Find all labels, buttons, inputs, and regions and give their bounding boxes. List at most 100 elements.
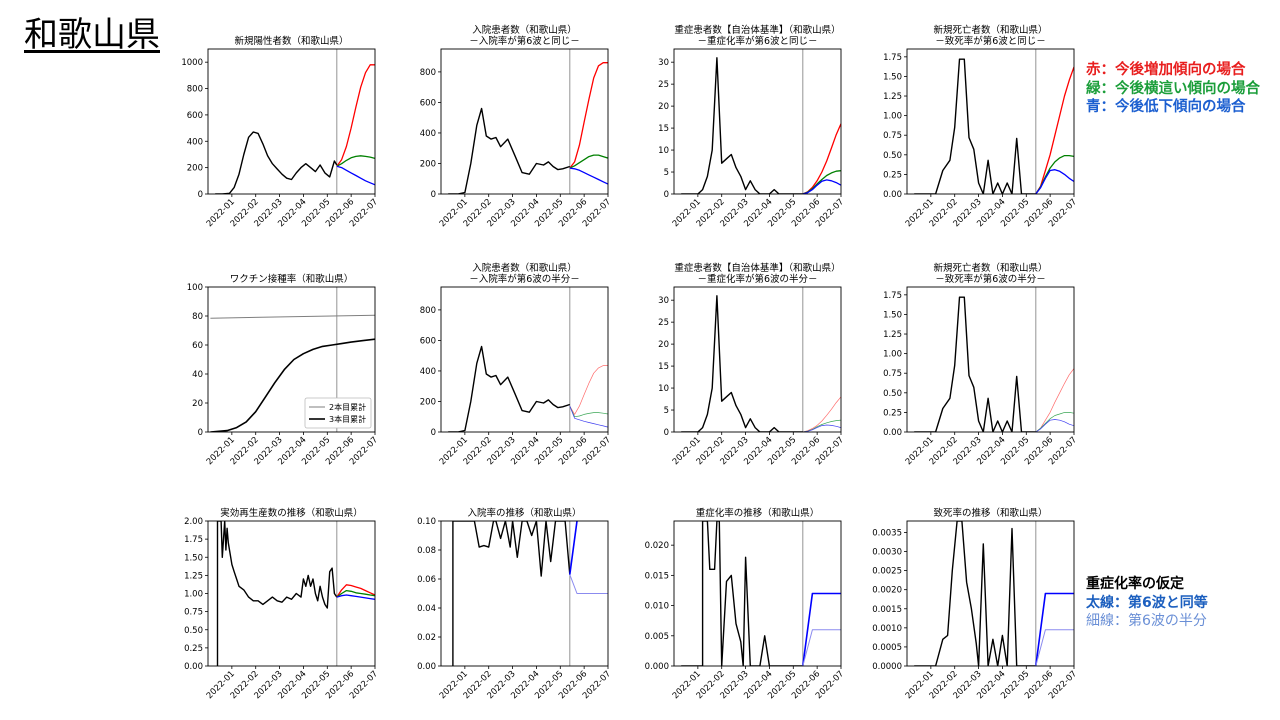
y-tick-label: 0.020 (645, 541, 669, 551)
y-tick-label: 1.25 (184, 571, 203, 581)
y-tick-label: 0.0010 (872, 624, 902, 634)
chart-panel-3: 重症患者数【自治体基準】（和歌山県）－重症化率が第6波と同じ－ 0 5 10 15 20 2… (658, 24, 846, 229)
chart-title: －致死率が第6波の半分－ (935, 273, 1046, 285)
y-tick-label: 0.000 (645, 662, 669, 672)
series-line-1 (215, 131, 338, 194)
series-line-2 (802, 396, 841, 432)
y-tick-label: 0.50 (184, 626, 203, 636)
y-tick-label: 0.00 (883, 190, 902, 200)
chart-panel-8: 新規死亡者数（和歌山県）－致死率が第6波の半分－ 0.00 0.25 0.50 0.75… (883, 262, 1079, 467)
y-tick-label: 0.06 (417, 575, 436, 585)
y-tick-label: 10 (658, 384, 669, 394)
series-line-3 (336, 155, 375, 167)
y-tick-label: 0.25 (883, 170, 902, 180)
y-tick-label: 0.75 (883, 131, 902, 141)
series-line-4 (569, 405, 608, 428)
y-tick-label: 2.00 (184, 517, 203, 527)
series-line-3 (1035, 154, 1074, 194)
y-tick-label: 0.10 (417, 517, 436, 527)
series-line-4 (1035, 169, 1074, 194)
y-tick-label: 30 (658, 296, 669, 306)
series-line-3 (1035, 412, 1074, 432)
legend-label: 3本目累計 (329, 414, 366, 424)
y-tick-label: 1.25 (883, 92, 902, 102)
y-tick-label: 1.50 (883, 72, 902, 82)
y-tick-label: 0.015 (645, 571, 669, 581)
chart-panel-1: 新規陽性者数（和歌山県）020040060080010002022-012022… (181, 35, 380, 229)
y-tick-label: 400 (420, 129, 436, 139)
series-line-1 (210, 314, 375, 319)
y-tick-label: 400 (420, 367, 436, 377)
series-line-4 (802, 179, 841, 194)
y-tick-label: 5 (664, 406, 669, 416)
chart-title: －重症化率が第6波の半分－ (697, 273, 817, 285)
series-line-1 (681, 295, 803, 432)
y-tick-label: 1.00 (883, 350, 902, 360)
y-tick-label: 1.75 (883, 53, 902, 63)
y-tick-label: 0.02 (417, 633, 436, 643)
series-line-3 (569, 154, 608, 169)
legend-box (304, 397, 372, 429)
series-line-3 (1035, 629, 1074, 666)
series-line-1 (448, 345, 571, 432)
series-line-4 (336, 594, 375, 600)
y-tick-label: 0 (664, 190, 669, 200)
y-tick-label: 25 (658, 318, 669, 328)
y-tick-label: 0.010 (645, 602, 669, 612)
y-tick-label: 0.0000 (872, 662, 902, 672)
y-tick-label: 30 (658, 58, 669, 68)
chart-panel-6: 入院患者数（和歌山県）－入院率が第6波の半分－02004006008002022… (420, 262, 613, 467)
legend-red-increase: 赤：今後増加傾向の場合 (1086, 62, 1246, 78)
y-tick-label: 0.75 (883, 369, 902, 379)
series-line-2 (1035, 592, 1074, 666)
y-tick-label: 25 (658, 80, 669, 90)
legend-blue-decrease: 青：今後低下傾向の場合 (1086, 99, 1246, 115)
chart-panel-11: 重症化率の推移（和歌山県）0.0000.0050.0100.0150.02020… (645, 507, 846, 701)
y-tick-label: 200 (420, 397, 436, 407)
line-legend-thin: 細線：第6波の半分 (1086, 613, 1207, 629)
y-tick-label: 0 (198, 428, 203, 438)
y-tick-label: 800 (187, 85, 203, 95)
chart-title: 新規陽性者数（和歌山県） (234, 35, 348, 47)
chart-title: －入院率が第6波と同じ－ (469, 35, 580, 47)
plot-frame (440, 520, 609, 667)
chart-title: 重症患者数【自治体基準】（和歌山県） (674, 24, 840, 36)
series-line-4 (802, 424, 841, 432)
chart-title: 重症化率の推移（和歌山県） (696, 507, 820, 519)
chart-title: 重症患者数【自治体基準】（和歌山県） (674, 262, 840, 274)
series-line-2 (1035, 368, 1074, 432)
series-line-3 (802, 629, 841, 666)
y-tick-label: 0.0025 (872, 567, 902, 577)
y-tick-label: 1000 (181, 58, 203, 68)
line-legend-thick: 太線：第6波と同等 (1086, 594, 1208, 611)
y-tick-label: 600 (420, 98, 436, 108)
y-tick-label: 15 (658, 124, 669, 134)
y-tick-label: 10 (658, 146, 669, 156)
y-tick-label: 15 (658, 362, 669, 372)
series-line-3 (336, 589, 375, 598)
chart-title: －入院率が第6波の半分－ (469, 273, 580, 285)
y-tick-label: 800 (420, 68, 436, 78)
y-tick-label: 1.75 (184, 535, 203, 545)
y-tick-label: 0.25 (184, 644, 203, 654)
plot-frame (440, 286, 609, 433)
chart-title: 新規死亡者数（和歌山県） (933, 262, 1047, 274)
chart-title: －重症化率が第6波と同じ－ (697, 35, 817, 47)
y-tick-label: 0.00 (417, 662, 436, 672)
chart-title: －致死率が第6波と同じ－ (935, 35, 1046, 47)
y-tick-label: 0.50 (883, 151, 902, 161)
chart-title: ワクチン接種率（和歌山県） (230, 273, 354, 285)
plot-frame (906, 286, 1075, 433)
y-tick-label: 1.50 (184, 553, 203, 563)
line-legend-title: 重症化率の仮定 (1086, 576, 1184, 592)
y-tick-label: 100 (187, 283, 203, 293)
page-title: 和歌山県 (24, 15, 160, 55)
chart-panel-7: 重症患者数【自治体基準】（和歌山県）－重症化率が第6波の半分－ 0 5 10 15 20 2… (658, 262, 846, 467)
series-line-4 (1035, 419, 1074, 432)
y-tick-label: 5 (664, 168, 669, 178)
series-line-1 (914, 296, 1036, 432)
series-line-2 (569, 62, 608, 169)
legend-label: 2本目累計 (329, 402, 366, 412)
y-tick-label: 0 (431, 428, 436, 438)
chart-title: 致死率の推移（和歌山県） (933, 507, 1047, 519)
